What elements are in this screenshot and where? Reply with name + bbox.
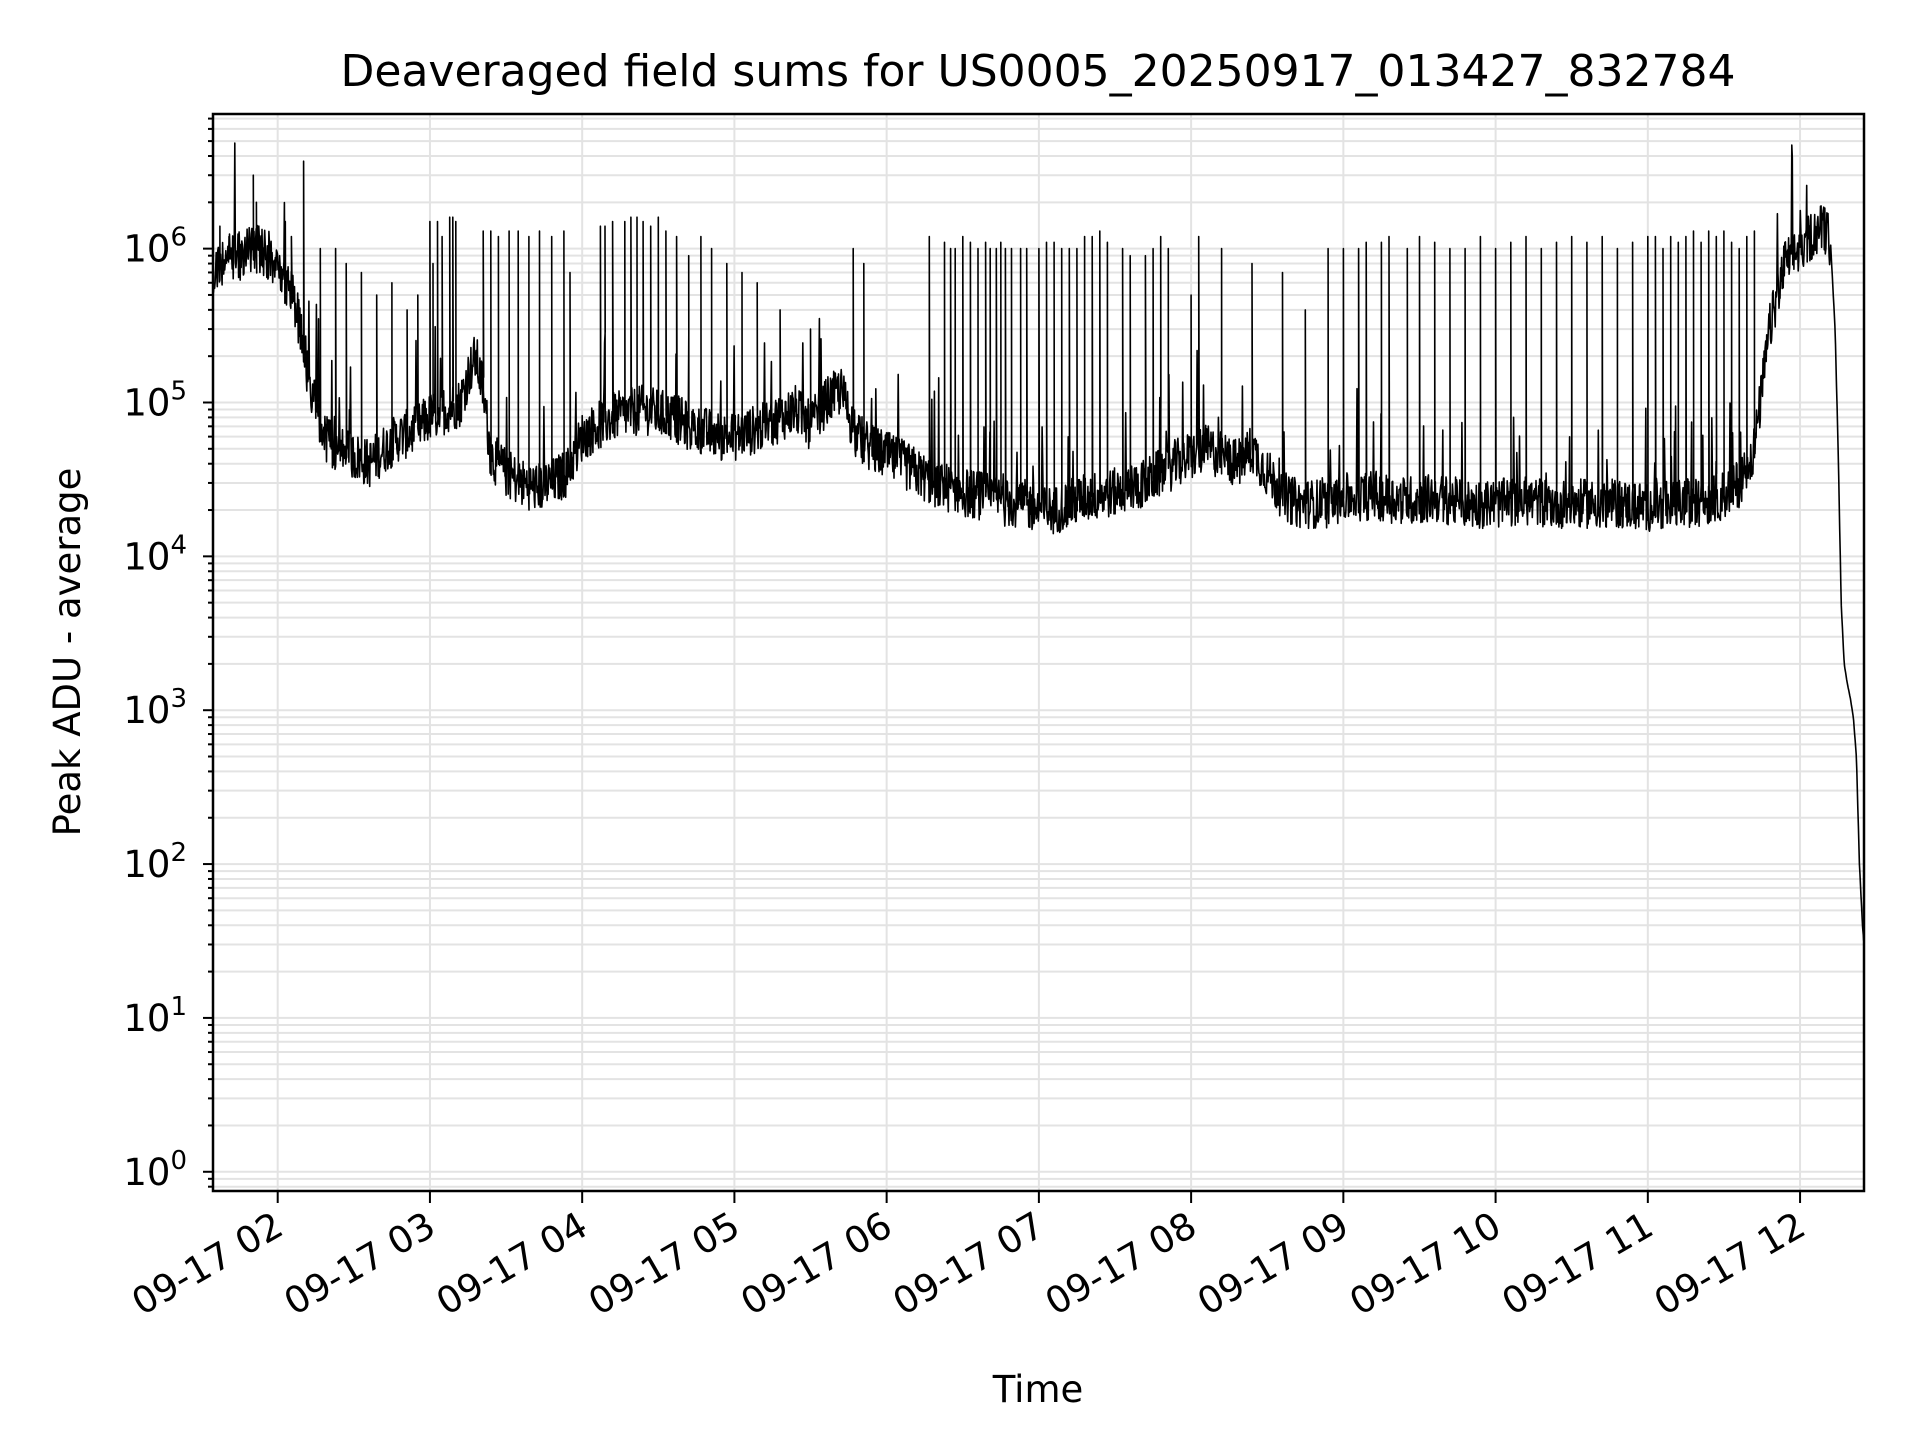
y-axis-ticks: 100 101 102 103 104 105 106 — [123, 117, 213, 1194]
grid — [213, 114, 1864, 1191]
y-tick-label: 104 — [123, 530, 187, 578]
y-axis-label: Peak ADU - average — [46, 468, 89, 837]
chart-title: Deaveraged field sums for US0005_2025091… — [341, 46, 1736, 97]
y-tick-label: 105 — [123, 376, 187, 424]
y-tick-label: 103 — [123, 684, 187, 732]
x-axis-label: Time — [992, 1368, 1084, 1411]
series-line-peak-adu — [212, 142, 1865, 941]
y-tick-label: 101 — [123, 992, 187, 1040]
series-layer — [212, 142, 1865, 941]
y-tick-label: 102 — [123, 838, 187, 886]
y-tick-label: 106 — [123, 223, 187, 271]
y-tick-label: 100 — [123, 1146, 187, 1194]
